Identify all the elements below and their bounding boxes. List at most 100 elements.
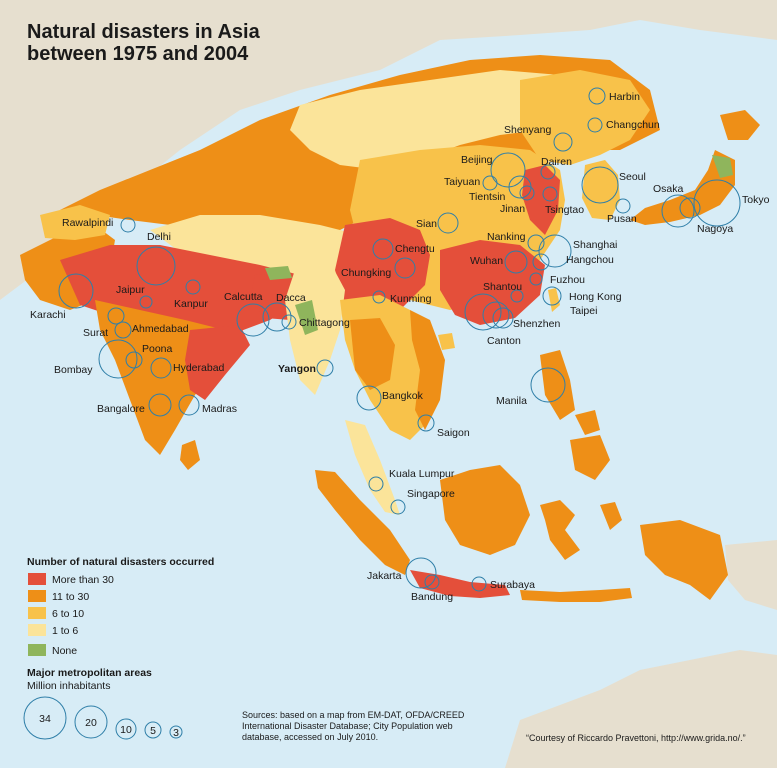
city-label-seoul: Seoul — [619, 171, 646, 183]
city-label-singapore: Singapore — [407, 488, 455, 500]
region-guangdong — [440, 240, 545, 325]
city-label-sian: Sian — [416, 218, 437, 230]
bubble-calcutta — [236, 303, 270, 337]
region-japan-honshu — [630, 150, 735, 225]
city-label-hyderabad: Hyderabad — [173, 362, 225, 374]
metro-size-20-label: 20 — [85, 717, 97, 729]
region-sichuan — [335, 218, 430, 320]
city-label-bangalore: Bangalore — [97, 403, 145, 415]
city-label-dairen: Dairen — [541, 156, 572, 168]
bubble-chungking — [394, 257, 416, 279]
metro-heading: Major metropolitan areas — [27, 667, 152, 679]
city-label-poona: Poona — [142, 343, 173, 355]
region-maluku — [600, 502, 622, 530]
city-label-tokyo: Tokyo — [742, 194, 770, 206]
sources-line-3: database, accessed on July 2010. — [242, 732, 378, 742]
city-label-taipei: Taipei — [570, 305, 597, 317]
bubble-karachi — [58, 273, 94, 309]
land-australia — [505, 650, 777, 768]
bubble-nanking — [527, 234, 545, 252]
region-east-coast — [522, 165, 560, 235]
city-label-kanpur: Kanpur — [174, 298, 208, 310]
region-thailand-orange — [350, 318, 395, 390]
region-ne-china — [520, 70, 650, 165]
bubble-kunming — [372, 290, 386, 304]
city-label-shenzhen: Shenzhen — [513, 318, 560, 330]
bubble-jaipur — [139, 295, 153, 309]
city-label-jinan: Jinan — [500, 203, 525, 215]
bubble-seoul — [581, 166, 619, 204]
bubble-madras — [178, 394, 200, 416]
legend-swatch-6-to-10 — [28, 607, 46, 619]
metro-bubbles — [58, 87, 741, 592]
city-label-jaipur: Jaipur — [116, 284, 145, 296]
bubble-bangalore — [148, 393, 172, 417]
city-label-kualalumpur: Kuala Lumpur — [389, 468, 455, 480]
bubble-pusan — [615, 198, 631, 214]
bubble-yangon — [316, 359, 334, 377]
metro-size-3-label: 3 — [173, 727, 179, 739]
bubble-bombay — [98, 339, 138, 379]
bubble-tokyo — [693, 179, 741, 227]
city-label-rawalpindi: Rawalpindi — [62, 217, 113, 229]
city-label-surat: Surat — [83, 327, 108, 339]
bubble-nagoya — [679, 197, 701, 219]
city-label-yangon: Yangon — [278, 363, 316, 375]
legend-label-more-than-30: More than 30 — [52, 574, 114, 586]
city-label-chittagong: Chittagong — [299, 317, 350, 329]
map-title-line-2: between 1975 and 2004 — [27, 43, 249, 65]
city-label-bandung: Bandung — [411, 591, 453, 603]
region-afghanistan — [40, 205, 110, 240]
sources-line-1: Sources: based on a map from EM-DAT, OFD… — [242, 710, 465, 720]
metro-size-10-label: 10 — [120, 724, 132, 736]
bubble-osaka — [661, 194, 695, 228]
legend-label-1-to-6: 1 to 6 — [52, 625, 78, 637]
bubble-bangkok — [356, 385, 382, 411]
bubble-shenyang — [553, 132, 573, 152]
city-label-beijing: Beijing — [461, 154, 493, 166]
region-myanmar-green — [295, 300, 318, 335]
city-label-taiyuan: Taiyuan — [444, 176, 480, 188]
region-malay-peninsula — [345, 420, 400, 515]
city-label-harbin: Harbin — [609, 91, 640, 103]
city-label-surabaya: Surabaya — [490, 579, 535, 591]
bubble-singapore — [390, 499, 406, 515]
city-label-kunming: Kunming — [390, 293, 432, 305]
city-label-bangkok: Bangkok — [382, 390, 424, 402]
city-label-fuzhou: Fuzhou — [550, 274, 585, 286]
sources-line-2: International Disaster Database; City Po… — [242, 721, 453, 731]
map-title-line-1: Natural disasters in Asia — [27, 21, 261, 43]
region-sumatra — [315, 470, 410, 575]
region-vietnam-coast — [410, 310, 445, 430]
metro-size-3-circle — [169, 725, 183, 739]
city-label-bombay: Bombay — [54, 364, 93, 376]
region-hainan — [438, 333, 455, 350]
bubble-canton — [464, 293, 502, 331]
bubble-manila — [530, 367, 566, 403]
region-taiwan — [548, 288, 560, 312]
bubble-poona — [125, 351, 143, 369]
city-label-chungking: Chungking — [341, 267, 391, 279]
metro-size-20-circle — [74, 705, 108, 739]
legend-swatch-1-to-6 — [28, 624, 46, 636]
region-sulawesi — [540, 500, 580, 560]
bubble-hongkong — [492, 307, 514, 329]
city-label-hongkong: Hong Kong — [569, 291, 622, 303]
legend-swatch-none — [28, 644, 46, 656]
bubble-sian — [437, 212, 459, 234]
legend: Number of natural disasters occurred Mor… — [23, 556, 214, 740]
bubble-shenzhen — [482, 301, 510, 329]
city-labels: Harbin Changchun Shenyang Beijing Dairen… — [30, 91, 770, 603]
bubble-chengtu — [372, 238, 394, 260]
city-label-hangchou: Hangchou — [566, 254, 614, 266]
legend-label-none: None — [52, 645, 77, 657]
legend-label-6-to-10: 6 to 10 — [52, 608, 84, 620]
legend-heading: Number of natural disasters occurred — [27, 556, 214, 568]
bubble-chittagong — [281, 314, 297, 330]
bubble-jakarta — [405, 557, 437, 589]
region-japan-hokkaido — [720, 110, 760, 140]
city-label-canton: Canton — [487, 335, 521, 347]
region-india-east-coast — [185, 325, 250, 400]
bubble-hangchou — [532, 253, 550, 271]
